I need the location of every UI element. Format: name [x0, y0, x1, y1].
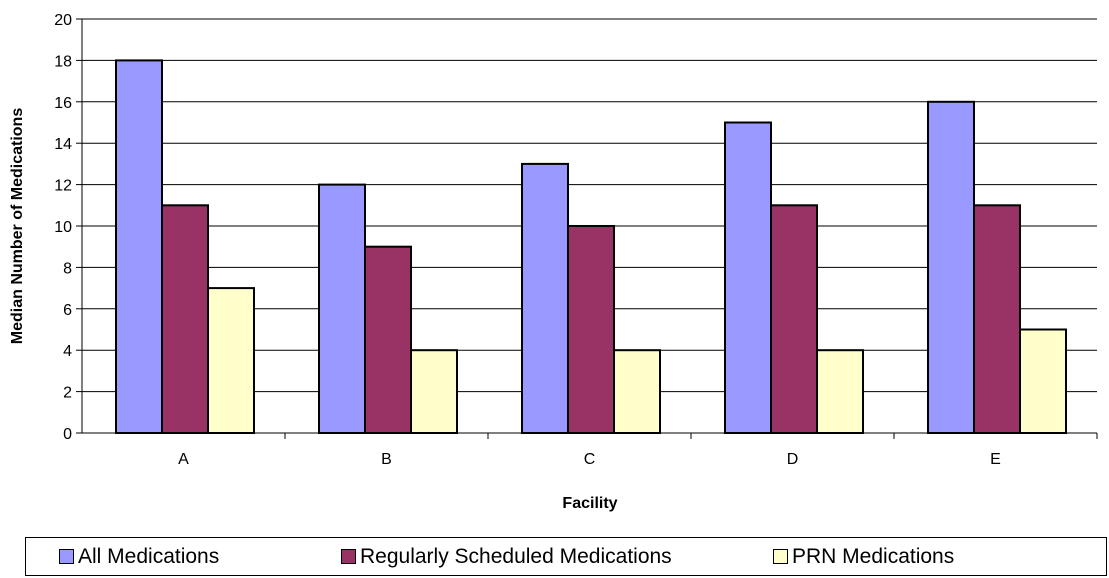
- x-tick-label: E: [990, 451, 1001, 468]
- bar-regularly-scheduled-medications-a: [161, 204, 209, 434]
- bar-regularly-scheduled-medications-b: [364, 245, 412, 434]
- legend: All Medications Regularly Scheduled Medi…: [25, 537, 1107, 576]
- legend-item-all-medications: All Medications: [59, 538, 219, 575]
- x-tick-label: D: [787, 451, 799, 468]
- y-tick-label: 10: [54, 219, 72, 236]
- legend-swatch-prn-medications: [773, 549, 788, 564]
- legend-label: Regularly Scheduled Medications: [360, 544, 672, 568]
- bar-all-medications-a: [115, 59, 163, 435]
- x-tick-label: A: [178, 451, 189, 468]
- y-tick-label: 20: [54, 12, 72, 29]
- bar-prn-medications-a: [207, 287, 255, 434]
- bar-prn-medications-b: [410, 349, 458, 435]
- y-tick-label: 4: [63, 343, 72, 360]
- legend-swatch-regularly-scheduled: [341, 549, 356, 564]
- x-axis-label: Facility: [562, 495, 617, 512]
- y-tick-label: 0: [63, 426, 72, 443]
- bar-prn-medications-e: [1019, 328, 1067, 434]
- y-tick-label: 14: [54, 136, 72, 153]
- bar-all-medications-b: [318, 183, 366, 434]
- bar-regularly-scheduled-medications-d: [770, 204, 818, 434]
- bars: [115, 59, 1067, 435]
- bar-regularly-scheduled-medications-c: [567, 225, 615, 434]
- y-axis-label: Median Number of Medications: [9, 108, 26, 345]
- x-tick-label: B: [381, 451, 392, 468]
- legend-label: All Medications: [78, 544, 220, 568]
- y-tick-label: 2: [63, 385, 72, 402]
- bar-all-medications-d: [724, 121, 772, 434]
- axes: [76, 18, 1098, 439]
- bar-all-medications-e: [927, 100, 975, 435]
- y-tick-label: 6: [63, 302, 72, 319]
- bar-chart: 0 2 4 6 8 10 12 14 16 18 20 A B C D E Facility Median …: [9, 12, 1098, 512]
- y-tick-label: 8: [63, 260, 72, 277]
- legend-item-regularly-scheduled: Regularly Scheduled Medications: [341, 538, 672, 575]
- x-tick-label: C: [584, 451, 596, 468]
- bar-regularly-scheduled-medications-e: [973, 204, 1021, 434]
- legend-label: PRN Medications: [792, 544, 955, 568]
- y-tick-label: 12: [54, 178, 72, 195]
- bar-prn-medications-d: [816, 349, 864, 435]
- x-tick-labels: A B C D E: [178, 451, 1001, 468]
- bar-prn-medications-c: [613, 349, 661, 435]
- legend-item-prn-medications: PRN Medications: [773, 538, 954, 575]
- y-tick-label: 16: [54, 95, 72, 112]
- bar-all-medications-c: [521, 162, 569, 434]
- y-tick-label: 18: [54, 53, 72, 70]
- y-tick-labels: 0 2 4 6 8 10 12 14 16 18 20: [54, 12, 72, 443]
- legend-swatch-all-medications: [59, 549, 74, 564]
